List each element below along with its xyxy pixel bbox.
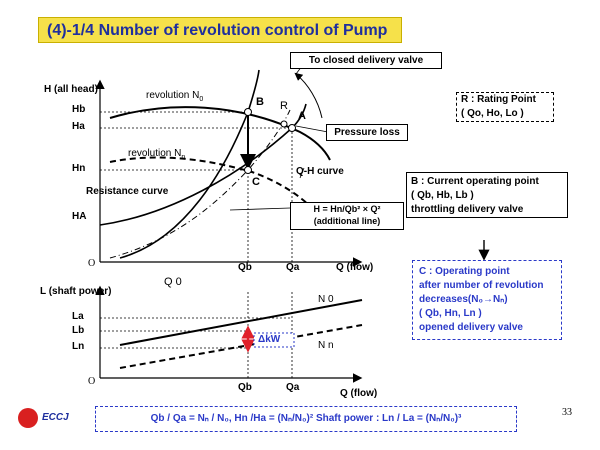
tick-hb: Hb [72, 104, 86, 115]
upper-y-label: H (all head) [44, 84, 98, 95]
power-line-n0 [119, 299, 363, 346]
point-b [244, 108, 252, 116]
point-c-label: C [252, 176, 260, 188]
additional-line [109, 109, 291, 259]
lower-origin: O [88, 376, 96, 387]
upper-tick-qa: Qa [286, 262, 300, 273]
upper-origin: O [88, 258, 96, 269]
point-b-label: B [256, 96, 264, 108]
tick-lb: Lb [72, 325, 85, 336]
tick-la: La [72, 311, 84, 322]
logo-text: ECCJ [42, 412, 69, 423]
pressure-loss-callout: Pressure loss [326, 124, 408, 141]
nn-label: N n [318, 340, 334, 351]
point-a-label: A [298, 110, 306, 122]
operating-point-box: C : Operating point after number of revo… [412, 260, 562, 340]
n0-label: N 0 [318, 294, 334, 305]
tick-ha-lower: HA [72, 211, 87, 222]
lower-x-label: Q (flow) [340, 388, 378, 399]
lower-tick-qb: Qb [238, 382, 252, 393]
qh-curve-label: Q-H curve [296, 166, 344, 177]
upper-x-label: Q (flow) [336, 262, 374, 273]
point-a [288, 124, 296, 132]
point-c [244, 166, 252, 174]
revolution-nn-label: revolution Nn [128, 148, 186, 161]
q0-label: Q 0 [164, 276, 182, 288]
formula-box: Qb / Qa = Nₙ / N₀, Hn /Ha = (Nₙ/N₀)² Sha… [95, 406, 517, 432]
tick-ha: Ha [72, 121, 85, 132]
upper-tick-qb: Qb [238, 262, 252, 273]
qh-curve-n0 [109, 106, 331, 161]
eccj-logo-icon [18, 408, 38, 428]
current-point-box: B : Current operating point ( Qb, Hb, Lb… [406, 172, 568, 218]
page-number: 33 [562, 407, 572, 418]
tick-hn: Hn [72, 163, 86, 174]
page-title: (4)-1/4 Number of revolution control of … [38, 17, 402, 43]
additional-line-callout: H = Hn/Qb² × Q² (additional line) [290, 202, 404, 230]
delta-kw-label: ΔkW [258, 334, 281, 345]
rating-point-box: R : Rating Point ( Qo, Ho, Lo ) [456, 92, 554, 122]
lower-tick-qa: Qa [286, 382, 300, 393]
point-r-label: R [280, 100, 288, 112]
power-line-nn [119, 324, 363, 369]
resistance-curve-label: Resistance curve [86, 186, 169, 197]
closed-valve-callout: To closed delivery valve [290, 52, 442, 69]
qh-curve-nn [109, 156, 313, 209]
tick-ln: Ln [72, 341, 85, 352]
lower-y-label: L (shaft power) [40, 286, 112, 297]
revolution-n0-label: revolution N0 [146, 90, 204, 103]
point-r [280, 120, 288, 128]
